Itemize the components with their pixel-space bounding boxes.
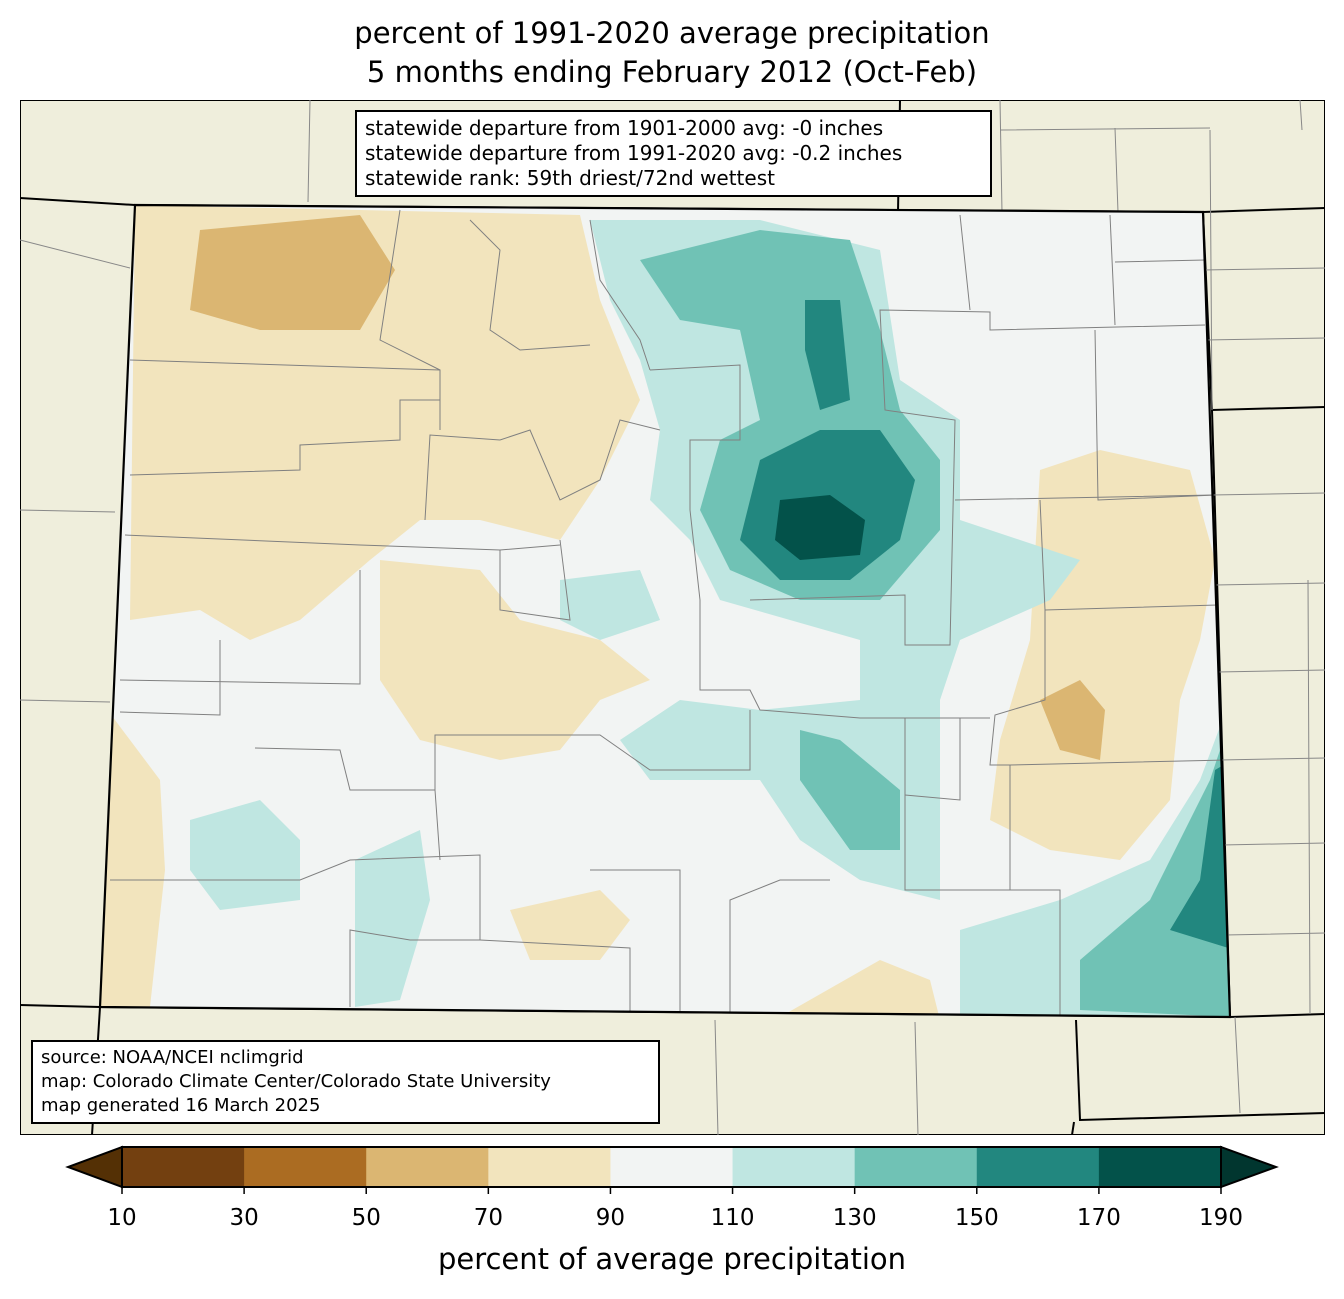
- colorbar-tick-label: 50: [351, 1205, 381, 1231]
- colorado-precip-map: [20, 100, 1325, 1135]
- colorbar-tick-label: 190: [1199, 1205, 1243, 1231]
- county-lines: [110, 209, 1226, 1017]
- colorbar-over-arrow: [1220, 1145, 1279, 1189]
- source-line-1: source: NOAA/NCEI nclimgrid: [41, 1047, 304, 1068]
- colorbar-swatch: [122, 1147, 245, 1187]
- colorbar-tick-label: 90: [595, 1205, 626, 1231]
- title-line-2: 5 months ending February 2012 (Oct-Feb): [366, 55, 978, 89]
- colorbar-tick-label: 150: [954, 1205, 999, 1231]
- colorbar-swatch: [854, 1147, 978, 1187]
- stats-line-3: statewide rank: 59th driest/72nd wettest: [365, 166, 775, 190]
- stats-line-2: statewide departure from 1991-2020 avg: …: [365, 141, 903, 165]
- source-box: source: NOAA/NCEI nclimgrid map: Colorad…: [31, 1040, 660, 1124]
- source-line-3: map generated 16 March 2025: [41, 1095, 321, 1116]
- source-line-2: map: Colorado Climate Center/Colorado St…: [41, 1071, 551, 1092]
- colorbar-swatch: [366, 1147, 489, 1187]
- stats-line-1: statewide departure from 1901-2000 avg: …: [365, 116, 884, 140]
- colorbar-tick-label: 70: [473, 1205, 503, 1231]
- colorbar-swatch: [244, 1147, 367, 1187]
- colorbar-swatch: [732, 1147, 856, 1187]
- colorbar: [65, 1145, 1279, 1194]
- colorbar-tick-label: 10: [107, 1205, 137, 1231]
- colorbar-swatch: [610, 1147, 734, 1187]
- title-line-1: percent of 1991-2020 average precipitati…: [354, 16, 990, 50]
- colorbar-swatch: [488, 1147, 611, 1187]
- precip-field: [100, 205, 1230, 1017]
- colorbar-under-arrow: [65, 1145, 123, 1189]
- neighbor-county-lines: [20, 100, 1325, 1135]
- colorado-border: [98, 203, 1232, 1019]
- colorbar-tick-label: 170: [1076, 1205, 1121, 1231]
- colorbar-tick-label: 110: [710, 1205, 755, 1231]
- statewide-stats-box: statewide departure from 1901-2000 avg: …: [355, 110, 992, 197]
- colorbar-label: percent of average precipitation: [437, 1242, 907, 1276]
- colorbar-tick-label: 30: [229, 1205, 259, 1231]
- colorbar-swatch: [976, 1147, 1100, 1187]
- colorbar-swatch: [1098, 1147, 1222, 1187]
- colorbar-tick-label: 130: [832, 1205, 877, 1231]
